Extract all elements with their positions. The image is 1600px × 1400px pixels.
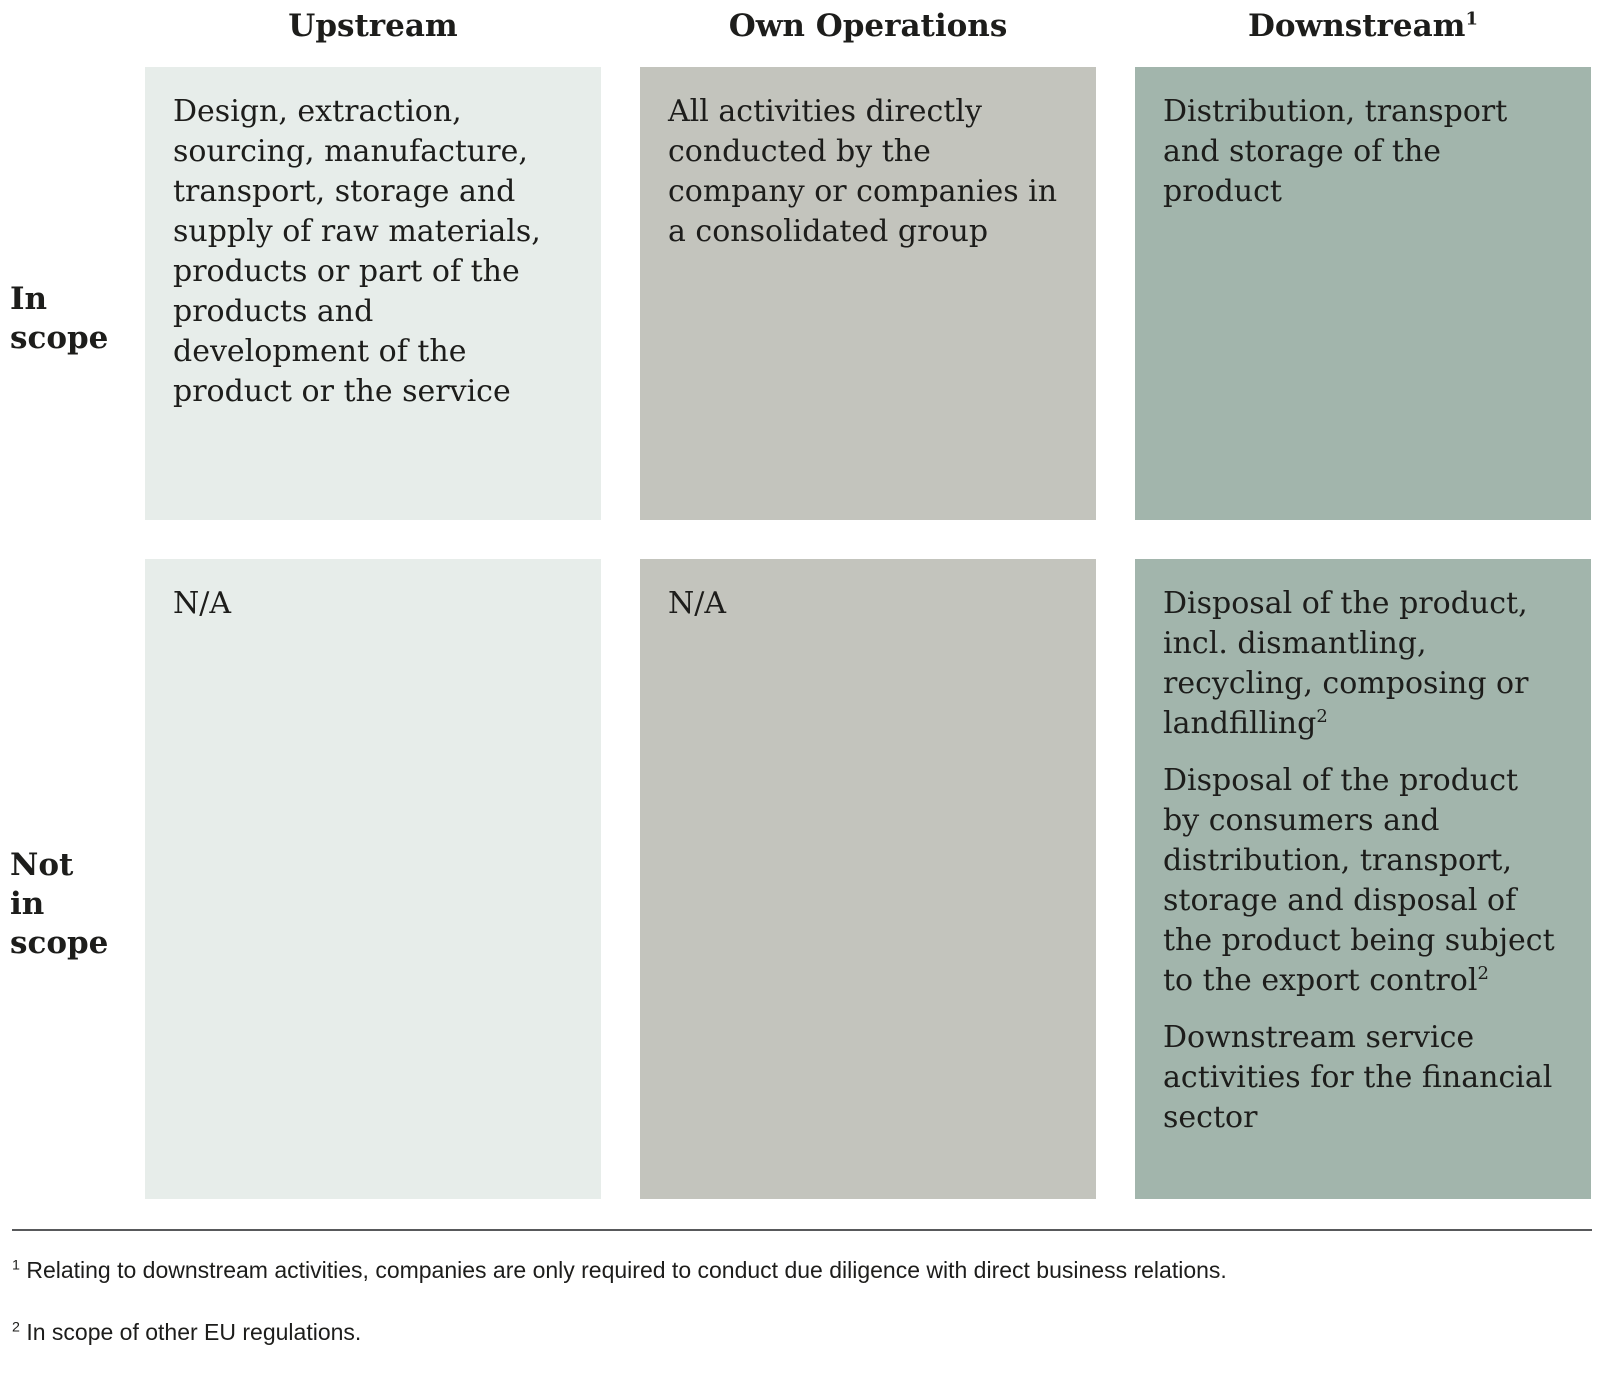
cell-not-in-scope-downstream: Disposal of the product, incl. dismantli…	[1135, 559, 1591, 1200]
scope-table-figure: Upstream Own Operations Downstream1 In s…	[10, 8, 1592, 1348]
row-label-not-in-scope: Not in scope	[10, 584, 109, 1224]
cell-paragraph: Design, extraction, sourcing, manufactur…	[173, 92, 573, 412]
cell-in-scope-upstream: Design, extraction, sourcing, manufactur…	[145, 67, 601, 521]
column-header-row: Upstream Own Operations Downstream1	[10, 8, 1592, 45]
cell-paragraph: Downstream service activities for the fi…	[1163, 1018, 1563, 1138]
row-label-in-scope-line1: In	[10, 280, 48, 317]
footnote-1-text: Relating to downstream activities, compa…	[26, 1257, 1227, 1284]
cell-text: Disposal of the product by consumers and…	[1163, 763, 1555, 999]
footnote-1-marker: 1	[12, 1257, 20, 1274]
row-label-not-in-scope-line2: in scope	[10, 885, 109, 961]
table-row-not-in-scope: Not in scope N/A N/A Disposal of the pro…	[10, 559, 1592, 1200]
cell-text: Disposal of the product, incl. dismantli…	[1163, 586, 1529, 742]
footnote-1: 1 Relating to downstream activities, com…	[12, 1256, 1592, 1286]
cell-paragraph: Distribution, transport and storage of t…	[1163, 92, 1563, 212]
column-header-own-operations-label: Own Operations	[728, 8, 1008, 44]
cell-not-in-scope-own-operations: N/A	[640, 559, 1096, 1200]
cell-in-scope-own-operations: All activities directly conducted by the…	[640, 67, 1096, 521]
cell-text: Distribution, transport and storage of t…	[1163, 94, 1508, 210]
footnote-2-marker: 2	[12, 1319, 20, 1336]
row-label-in-scope-line2: scope	[10, 319, 109, 356]
footnote-divider	[12, 1229, 1592, 1232]
cell-not-in-scope-upstream: N/A	[145, 559, 601, 1200]
column-header-upstream: Upstream	[145, 8, 601, 45]
footnote-2-text: In scope of other EU regulations.	[26, 1319, 362, 1346]
row-label-not-in-scope-line1: Not	[10, 846, 74, 883]
table-row-in-scope: In scope Design, extraction, sourcing, m…	[10, 67, 1592, 521]
cell-text: N/A	[668, 586, 727, 622]
column-header-own-operations: Own Operations	[640, 8, 1096, 45]
cell-paragraph: All activities directly conducted by the…	[668, 92, 1068, 252]
cell-text: All activities directly conducted by the…	[668, 94, 1058, 250]
column-header-downstream-label: Downstream	[1247, 8, 1466, 44]
cell-paragraph: Disposal of the product, incl. dismantli…	[1163, 584, 1563, 744]
cell-sup: 2	[1477, 963, 1489, 985]
cell-text: Design, extraction, sourcing, manufactur…	[173, 94, 541, 410]
cell-in-scope-downstream: Distribution, transport and storage of t…	[1135, 67, 1591, 521]
column-header-downstream: Downstream1	[1135, 8, 1591, 45]
cell-sup: 2	[1316, 706, 1328, 728]
cell-paragraph: Disposal of the product by consumers and…	[1163, 761, 1563, 1001]
row-label-in-scope: In scope	[10, 92, 109, 545]
cell-text: Downstream service activities for the fi…	[1163, 1020, 1553, 1135]
cell-paragraph: N/A	[668, 584, 1068, 624]
cell-paragraph: N/A	[173, 584, 573, 624]
cell-text: N/A	[173, 586, 232, 622]
footnote-2: 2 In scope of other EU regulations.	[12, 1318, 1592, 1348]
corner-spacer	[10, 8, 106, 45]
column-header-downstream-sup: 1	[1465, 8, 1478, 30]
column-header-upstream-label: Upstream	[288, 8, 458, 44]
